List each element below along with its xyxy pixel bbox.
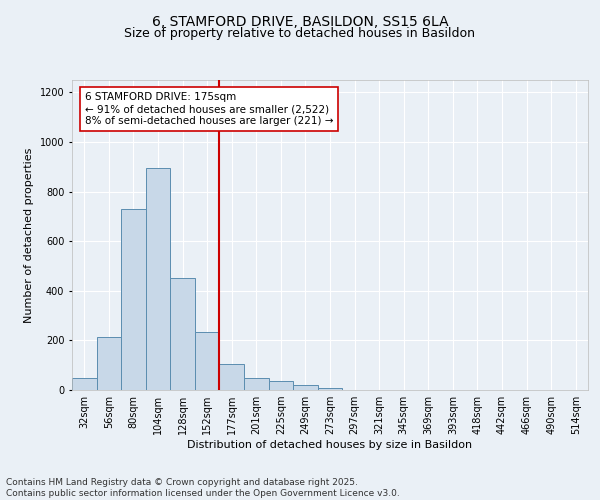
Text: 6, STAMFORD DRIVE, BASILDON, SS15 6LA: 6, STAMFORD DRIVE, BASILDON, SS15 6LA xyxy=(152,15,448,29)
Bar xyxy=(121,209,146,390)
Text: Size of property relative to detached houses in Basildon: Size of property relative to detached ho… xyxy=(125,28,476,40)
Bar xyxy=(293,385,318,390)
Text: Contains HM Land Registry data © Crown copyright and database right 2025.
Contai: Contains HM Land Registry data © Crown c… xyxy=(6,478,400,498)
Bar xyxy=(195,332,220,390)
X-axis label: Distribution of detached houses by size in Basildon: Distribution of detached houses by size … xyxy=(187,440,473,450)
Bar xyxy=(97,336,121,390)
Bar xyxy=(318,388,342,390)
Bar xyxy=(146,168,170,390)
Bar xyxy=(170,278,195,390)
Y-axis label: Number of detached properties: Number of detached properties xyxy=(24,148,34,322)
Bar xyxy=(269,382,293,390)
Bar xyxy=(244,378,269,390)
Text: 6 STAMFORD DRIVE: 175sqm
← 91% of detached houses are smaller (2,522)
8% of semi: 6 STAMFORD DRIVE: 175sqm ← 91% of detach… xyxy=(85,92,333,126)
Bar xyxy=(72,378,97,390)
Bar xyxy=(220,364,244,390)
